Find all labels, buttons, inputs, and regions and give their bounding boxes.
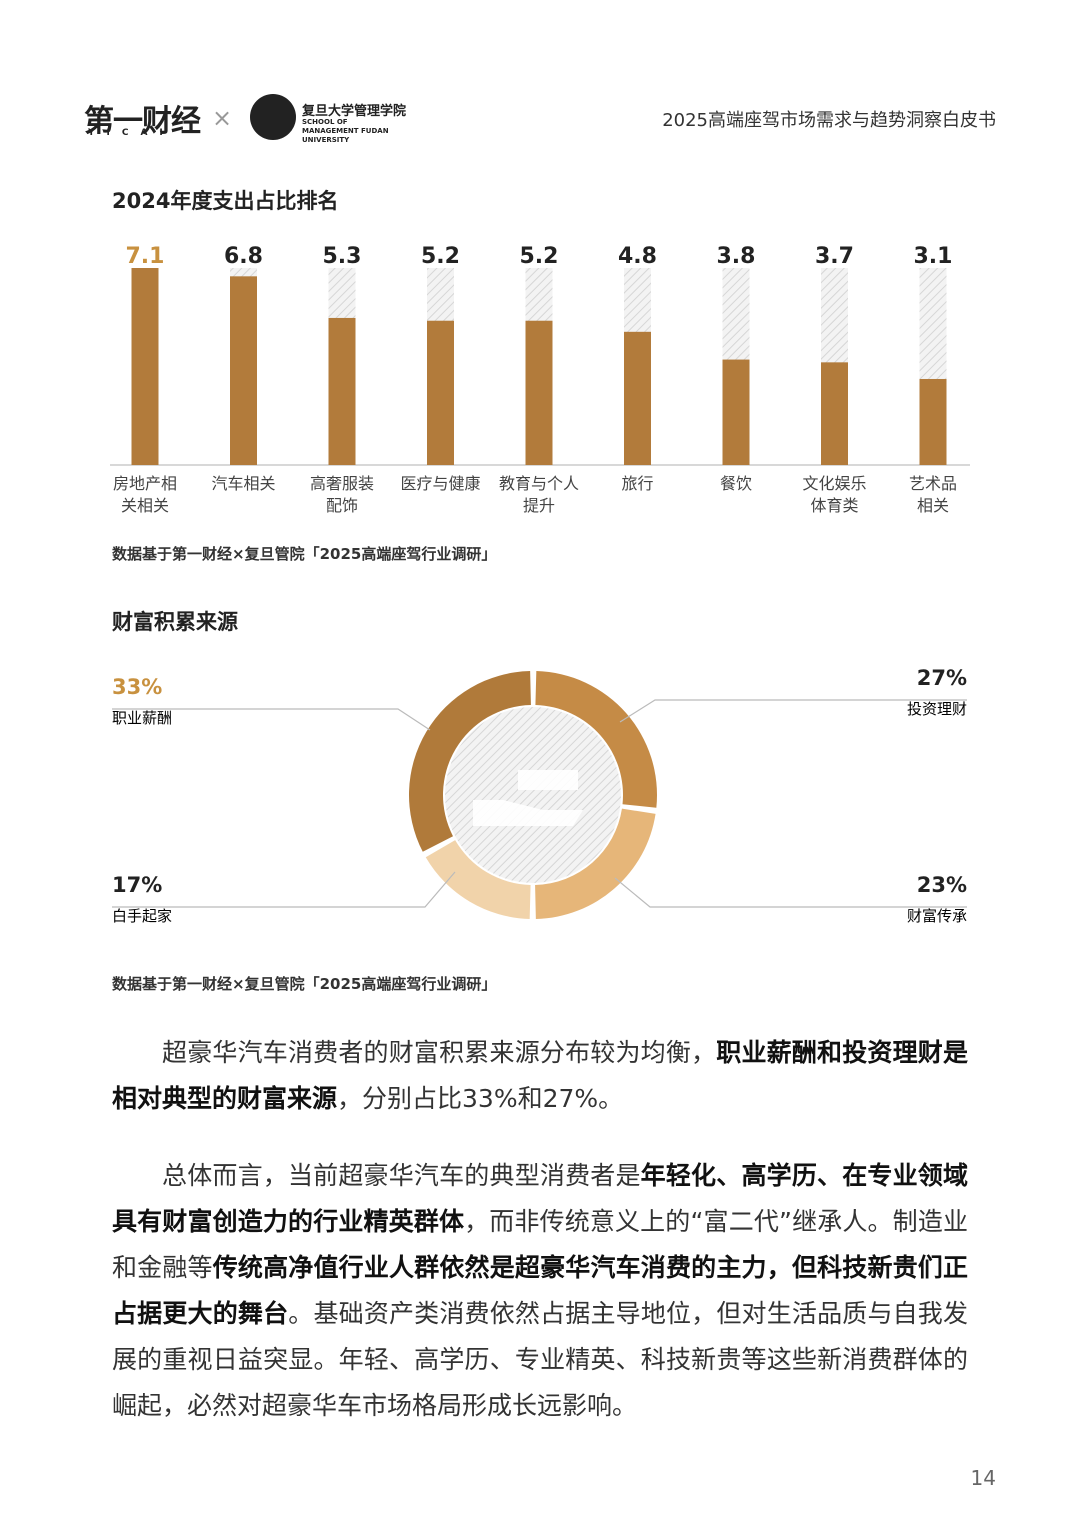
data-label: 5.3 (323, 244, 362, 269)
category-label: 艺术品 相关 (908, 474, 957, 515)
category-label: 汽车相关 (211, 474, 276, 493)
pie-name-label: 财富传承 (907, 907, 967, 925)
bar (328, 317, 356, 465)
bar (821, 362, 848, 465)
text-run: 超豪华汽车消费者的财富积累来源分布较为均衡， (162, 1038, 717, 1067)
leader-line (614, 877, 967, 908)
pie-value-label: 17% (112, 873, 162, 897)
bar (624, 331, 651, 465)
chart-title: 2024年度支出占比排名 (112, 189, 339, 213)
bar (131, 268, 159, 465)
category-label: 医疗与健康 (400, 474, 481, 493)
data-label: 3.8 (717, 244, 756, 269)
pie-name-label: 白手起家 (112, 907, 172, 925)
bar (427, 320, 454, 465)
data-label: 6.8 (224, 244, 263, 269)
data-label: 4.8 (618, 244, 657, 269)
pie-value-label: 33% (112, 675, 162, 699)
text-run: 年轻化、高学历、在专业领域具有财富创造力的行业精英群体 (112, 1161, 968, 1236)
data-label: 5.2 (421, 244, 460, 269)
cross: × (212, 104, 233, 132)
text-run: 。基础资产类消费依然占据主导地位，但对生活品质与自我发展的重视日益突显。年轻、高… (112, 1299, 968, 1420)
paragraph: 超豪华汽车消费者的财富积累来源分布较为均衡，职业薪酬和投资理财是相对典型的财富来… (112, 1030, 968, 1122)
pie-value-label: 23% (917, 873, 967, 897)
pie-icon (473, 770, 583, 826)
chart-title: 财富积累来源 (112, 610, 238, 634)
text-run: ，分别占比33%和27%。 (337, 1084, 624, 1113)
bar (230, 276, 257, 465)
text-run: 总体而言，当前超豪华汽车的典型消费者是 (162, 1161, 641, 1190)
paragraph: 总体而言，当前超豪华汽车的典型消费者是年轻化、高学历、在专业领域具有财富创造力的… (112, 1153, 968, 1429)
bar (722, 359, 750, 465)
logo-sub: YICAI (88, 128, 175, 138)
bar (525, 320, 553, 465)
text-run: 职业薪酬和投资理财是相对典型的财富来源 (112, 1038, 968, 1113)
category-label: 文化娱乐 体育类 (802, 474, 867, 515)
source: 数据基于第一财经×复旦管院「2025高端座驾行业调研」 (112, 545, 497, 563)
category-label: 教育与个人 提升 (498, 474, 579, 515)
school-name-en: SCHOOL OF MANAGEMENT FUDAN UNIVERSITY (302, 118, 389, 144)
pie-name-label: 投资理财 (907, 700, 967, 718)
page-number: 14 (970, 1466, 996, 1490)
pie-center (445, 707, 621, 883)
leader-line (112, 871, 456, 908)
category-label: 房地产相 关相关 (112, 474, 177, 515)
source: 数据基于第一财经×复旦管院「2025高端座驾行业调研」 (112, 975, 497, 993)
pie-name-label: 职业薪酬 (112, 709, 172, 727)
data-label: 5.2 (520, 244, 559, 269)
text-run: 传统高净值行业人群依然是超豪华汽车消费的主力，但科技新贵们正占据更大的舞台 (112, 1253, 968, 1328)
school-seal (250, 94, 296, 140)
logo: 第一财经 (84, 104, 201, 139)
leader-line (112, 708, 431, 731)
data-label: 3.7 (815, 244, 854, 269)
school-name: 复旦大学管理学院 (302, 104, 407, 119)
header-title: 2025高端座驾市场需求与趋势洞察白皮书 (662, 110, 996, 131)
data-label: 7.1 (126, 244, 165, 269)
bar (919, 378, 947, 465)
category-label: 高奢服装 配饰 (309, 474, 374, 515)
category-label: 旅行 (621, 474, 654, 493)
data-label: 3.1 (914, 244, 953, 269)
pie-slice (425, 840, 531, 919)
pie-slice (535, 671, 658, 808)
category-label: 餐饮 (719, 474, 752, 493)
pie-slice (535, 808, 656, 919)
text-run: ，而非传统意义上的“富二代”继承人。制造业和金融等 (112, 1207, 968, 1282)
pie-value-label: 27% (917, 666, 967, 690)
leader-line (619, 699, 967, 723)
pie-slice (409, 671, 531, 852)
